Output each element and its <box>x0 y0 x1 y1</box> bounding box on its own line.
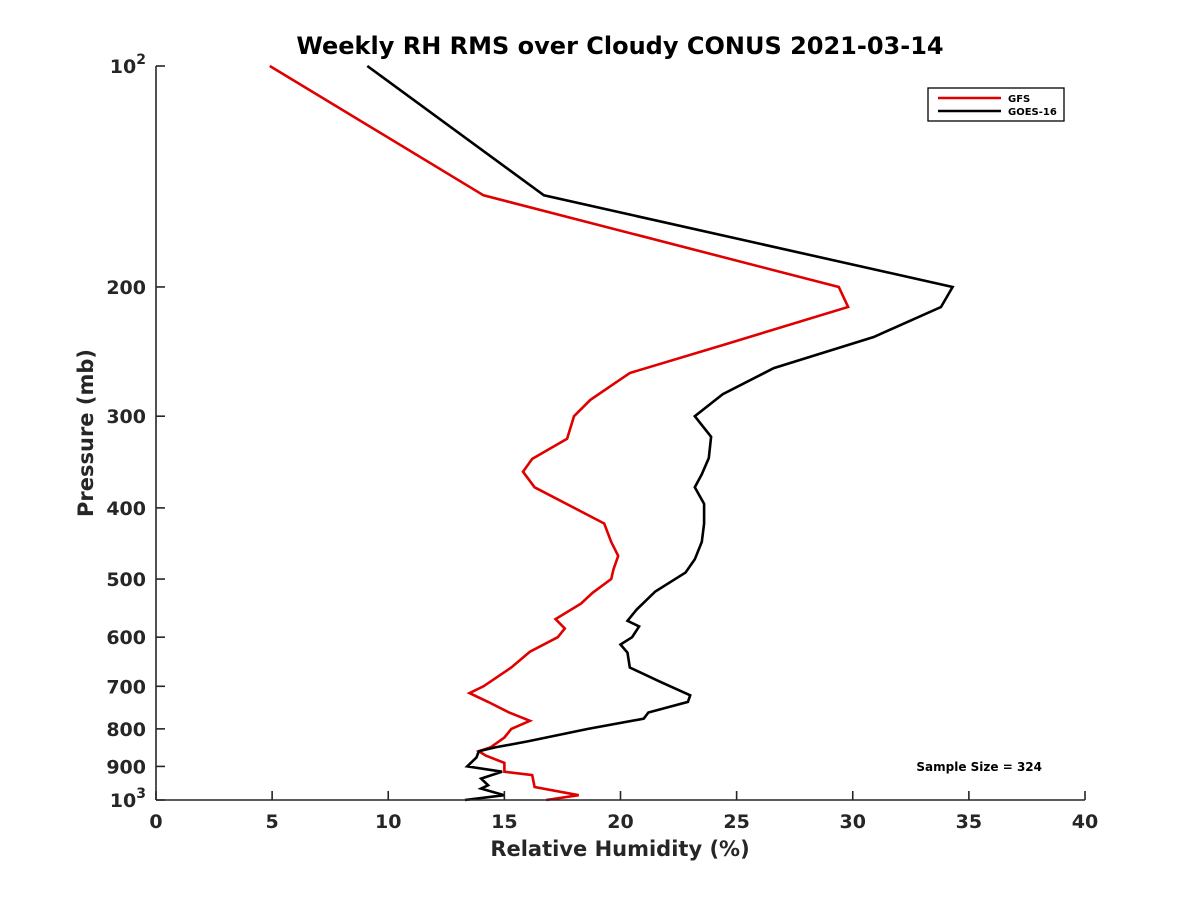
y-tick-label: 600 <box>106 627 146 649</box>
x-tick-label: 40 <box>1072 811 1098 833</box>
series-line-goes-16 <box>366 64 955 802</box>
legend-box <box>927 87 1065 122</box>
legend-label: GOES-16 <box>1008 107 1057 118</box>
x-tick-label: 35 <box>956 811 982 833</box>
y-tick-label: 400 <box>106 498 146 520</box>
y-tick-label: 200 <box>106 277 146 299</box>
series-layer <box>269 64 955 802</box>
y-tick-label: 103 <box>110 786 146 812</box>
x-tick-label: 10 <box>375 811 401 833</box>
x-tick-label: 0 <box>149 811 162 833</box>
x-tick-label: 25 <box>723 811 749 833</box>
y-tick-label: 300 <box>106 406 146 428</box>
axes-layer: 0 5 10 15 20 25 30 35 40 102 200 300 400 500 600 700 800… <box>106 52 1098 833</box>
legend: GFS GOES-16 <box>927 87 1065 122</box>
y-tick-label: 102 <box>110 52 146 78</box>
x-tick-label: 15 <box>491 811 517 833</box>
sample-size-annotation: Sample Size = 324 <box>916 760 1042 774</box>
x-axis-label: Relative Humidity (%) <box>490 837 749 861</box>
chart-title: Weekly RH RMS over Cloudy CONUS 2021-03-… <box>296 32 943 60</box>
legend-label: GFS <box>1008 94 1030 105</box>
y-tick-label: 900 <box>106 756 146 778</box>
x-tick-label: 30 <box>840 811 866 833</box>
y-tick-label: 500 <box>106 569 146 591</box>
y-tick-label: 800 <box>106 719 146 741</box>
x-tick-label: 20 <box>607 811 633 833</box>
x-tick-label: 5 <box>266 811 279 833</box>
series-line-gfs <box>269 64 850 802</box>
y-axis-label: Pressure (mb) <box>74 349 98 517</box>
y-tick-label: 700 <box>106 676 146 698</box>
